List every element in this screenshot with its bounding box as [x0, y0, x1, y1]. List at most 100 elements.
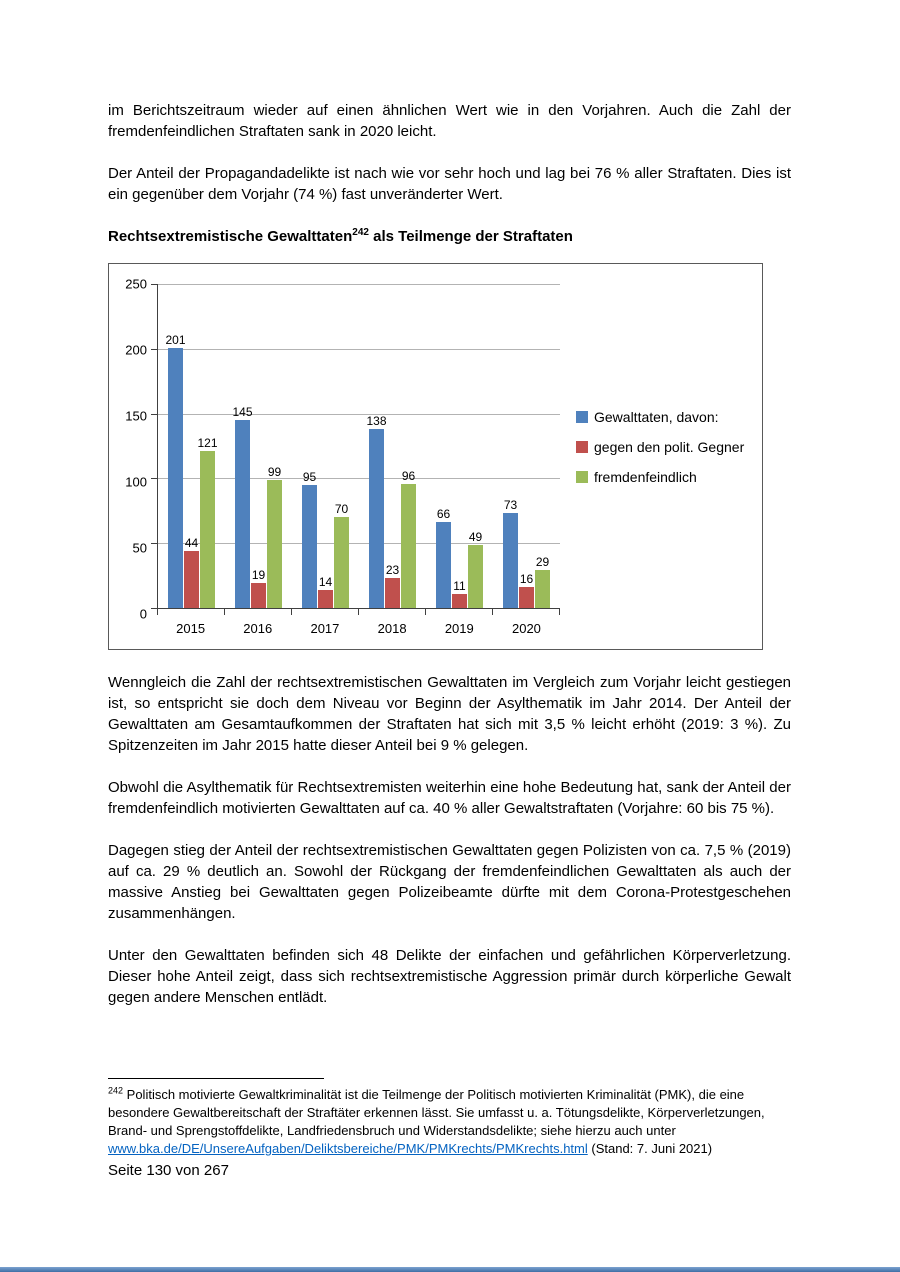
bar-value-label: 49: [468, 529, 483, 544]
bar-value-label: 29: [535, 555, 550, 570]
paragraph-propaganda: Der Anteil der Propagandadelikte ist nac…: [108, 165, 791, 203]
footnote-link[interactable]: www.bka.de/DE/UnsereAufgaben/Deliktsbere…: [108, 1141, 588, 1156]
bar-chart: 0 50 100 150 200 250 201 44 121 145 19 99 95 14 70 138…: [108, 263, 763, 650]
bar-value-label: 19: [251, 568, 266, 583]
legend-label: Gewalttaten, davon:: [594, 408, 719, 425]
bar-wrap: 66: [436, 284, 451, 608]
heading-text: Rechtsextremistische Gewalttaten: [108, 228, 353, 245]
x-axis-label: 2019: [444, 621, 474, 636]
bar: [200, 451, 215, 608]
x-axis-label: 2020: [511, 621, 541, 636]
x-axis-label: 2018: [377, 621, 407, 636]
paragraph-dagegen: Dagegen stieg der Anteil der rechtsextre…: [108, 842, 791, 922]
bar-wrap: 16: [519, 284, 534, 608]
footnote-text: 242 Politisch motivierte Gewaltkriminali…: [108, 1086, 791, 1158]
bar: [318, 589, 333, 608]
bar-value-label: 44: [184, 535, 199, 550]
paragraph-wenngleich: Wenngleich die Zahl der rechtsextremisti…: [108, 674, 791, 754]
bar-group-2019: 66 11 49: [426, 284, 493, 608]
bar: [385, 578, 400, 608]
bar-group-2020: 73 16 29: [493, 284, 560, 608]
bar: [401, 483, 416, 608]
chart-inner: 0 50 100 150 200 250 201 44 121 145 19 99 95 14 70 138…: [109, 264, 762, 649]
y-tick-mark: [151, 348, 158, 350]
bar-value-label: 96: [401, 468, 416, 483]
bar-wrap: 96: [401, 284, 416, 608]
legend-label: gegen den polit. Gegner: [594, 438, 745, 455]
bar: [235, 420, 250, 608]
document-page: im Berichtszeitraum wieder auf einen ähn…: [108, 102, 791, 1181]
bar-value-label: 121: [197, 436, 218, 451]
bar: [452, 593, 467, 608]
bar-value-label: 14: [318, 574, 333, 589]
bar-wrap: 95: [302, 284, 317, 608]
bar: [334, 517, 349, 608]
bar-value-label: 95: [302, 469, 317, 484]
legend-item: fremdenfeindlich: [576, 469, 752, 485]
bar-wrap: 23: [385, 284, 400, 608]
section-heading: Rechtsextremistische Gewalttaten242 als …: [108, 226, 791, 247]
bar-group-2017: 95 14 70: [292, 284, 359, 608]
bar: [503, 513, 518, 608]
y-tick-mark: [151, 543, 158, 545]
bar-wrap: 14: [318, 284, 333, 608]
bar: [436, 522, 451, 608]
bar-value-label: 70: [334, 502, 349, 517]
bar-wrap: 145: [232, 284, 253, 608]
bar-group-2015: 201 44 121: [158, 284, 225, 608]
x-tick-mark: [290, 608, 292, 615]
y-axis-label: 50: [132, 540, 147, 556]
gridline: [158, 543, 560, 545]
bar-wrap: 29: [535, 284, 550, 608]
x-tick-mark: [492, 608, 493, 615]
y-tick-mark: [151, 478, 158, 480]
page-number: Seite 130 von 267: [108, 1162, 229, 1179]
bar-wrap: 138: [366, 284, 387, 608]
chart-legend: Gewalttaten, davon: gegen den polit. Gegn…: [560, 284, 752, 609]
y-axis-label: 100: [125, 474, 147, 490]
x-axis: 2015 2016 2017 2018 2019 2020: [157, 618, 560, 639]
footnote-body: Politisch motivierte Gewaltkriminalität …: [108, 1087, 765, 1138]
plot-area: 201 44 121 145 19 99 95 14 70 138 23 96 66 11 49 73 16 29: [151, 284, 560, 615]
bar: [184, 550, 199, 608]
bar: [168, 347, 183, 608]
legend-item: gegen den polit. Gegner: [576, 439, 752, 455]
x-tick-mark: [157, 608, 158, 615]
x-axis-label: 2016: [243, 621, 273, 636]
x-tick-mark: [424, 608, 426, 615]
y-axis-label: 250: [125, 276, 147, 292]
gridline: [158, 348, 560, 350]
gridline: [158, 478, 560, 480]
y-tick-mark: [151, 413, 158, 415]
bar-wrap: 73: [503, 284, 518, 608]
paragraph-intro: im Berichtszeitraum wieder auf einen ähn…: [108, 102, 791, 140]
bar-wrap: 201: [165, 284, 186, 608]
y-tick-mark: [151, 608, 158, 609]
bar-wrap: 121: [197, 284, 218, 608]
footnote-suffix: (Stand: 7. Juni 2021): [591, 1141, 713, 1156]
bar-value-label: 138: [366, 414, 387, 429]
paragraph-unter: Unter den Gewalttaten befinden sich 48 D…: [108, 947, 791, 1006]
y-axis: 0 50 100 150 200 250: [123, 277, 157, 622]
legend-swatch: [576, 440, 588, 453]
bar: [369, 429, 384, 608]
legend-swatch: [576, 470, 588, 483]
x-axis-label: 2017: [310, 621, 340, 636]
bar-value-label: 99: [267, 464, 282, 479]
y-axis-label: 0: [139, 606, 147, 622]
x-tick-mark: [559, 608, 560, 615]
footnote-block: 242 Politisch motivierte Gewaltkriminali…: [108, 1078, 791, 1181]
y-axis-label: 200: [125, 342, 147, 358]
bar-wrap: 44: [184, 284, 199, 608]
legend-label: fremdenfeindlich: [594, 468, 697, 485]
bar: [267, 479, 282, 608]
bar: [535, 570, 550, 608]
bar: [468, 544, 483, 608]
x-axis-label: 2015: [176, 621, 206, 636]
bar: [302, 484, 317, 608]
bottom-edge-bar: [0, 1267, 900, 1272]
bar-group-2018: 138 23 96: [359, 284, 426, 608]
plot-column: 201 44 121 145 19 99 95 14 70 138 23 96 66 11 49 73 16 29…: [151, 284, 560, 639]
footnote-separator: [108, 1078, 324, 1079]
bar-wrap: 11: [452, 284, 467, 608]
